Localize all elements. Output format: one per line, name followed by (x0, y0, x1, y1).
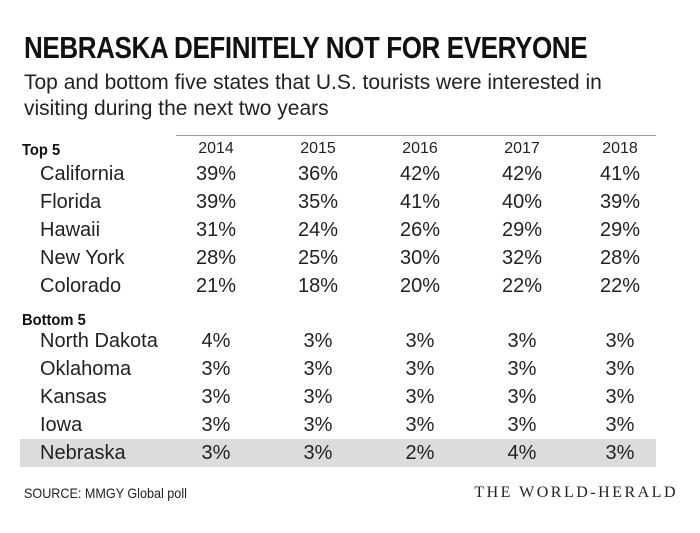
value-cell: 35% (297, 191, 339, 213)
state-name: New York (40, 247, 125, 269)
table-row: Florida 39% 35% 41% 40% 39% (20, 188, 656, 216)
year-header-2017: 2017 (504, 140, 540, 157)
value-cell: 3% (303, 386, 333, 408)
year-header-2015: 2015 (300, 140, 336, 157)
value-cell: 3% (405, 386, 435, 408)
year-header-2014: 2014 (198, 140, 234, 157)
value-cell: 29% (599, 219, 641, 241)
value-cell: 39% (195, 163, 237, 185)
value-cell: 41% (599, 163, 641, 185)
publisher-brand: THE WORLD-HERALD (474, 484, 678, 501)
value-cell: 3% (605, 386, 635, 408)
value-cell: 31% (195, 219, 237, 241)
value-cell: 3% (507, 386, 537, 408)
value-cell: 3% (605, 358, 635, 380)
value-cell: 3% (605, 442, 635, 464)
value-cell: 42% (501, 163, 543, 185)
source-note: SOURCE: MMGY Global poll (24, 485, 187, 501)
value-cell: 3% (405, 414, 435, 436)
year-header-row: 2014 2015 2016 2017 2018 (20, 138, 656, 160)
table-row: California 39% 36% 42% 42% 41% (20, 160, 656, 188)
value-cell: 3% (507, 358, 537, 380)
value-cell: 4% (507, 442, 537, 464)
value-cell: 3% (605, 414, 635, 436)
value-cell: 3% (201, 442, 231, 464)
state-name: Hawaii (40, 219, 101, 241)
value-cell: 41% (399, 191, 441, 213)
state-name: Oklahoma (40, 358, 132, 380)
value-cell: 3% (405, 330, 435, 352)
chart-title: NEBRASKA DEFINITELY NOT FOR EVERYONE (24, 30, 588, 65)
value-cell: 3% (303, 442, 333, 464)
value-cell: 3% (303, 330, 333, 352)
table-row: Hawaii 31% 24% 26% 29% 29% (20, 216, 656, 244)
value-cell: 20% (399, 275, 441, 297)
value-cell: 40% (501, 191, 543, 213)
value-cell: 42% (399, 163, 441, 185)
value-cell: 4% (201, 330, 231, 352)
year-header-2018: 2018 (602, 140, 638, 157)
value-cell: 3% (405, 358, 435, 380)
state-name: Colorado (40, 275, 122, 297)
value-cell: 3% (303, 358, 333, 380)
chart-subtitle: Top and bottom five states that U.S. tou… (24, 71, 602, 120)
value-cell: 28% (599, 247, 641, 269)
year-header-2016: 2016 (402, 140, 438, 157)
value-cell: 18% (297, 275, 339, 297)
section-label: Top 5 (22, 142, 61, 159)
value-cell: 21% (195, 275, 237, 297)
value-cell: 39% (195, 191, 237, 213)
table-row: Iowa 3% 3% 3% 3% 3% (20, 411, 656, 439)
section-label: Bottom 5 (22, 312, 86, 329)
value-cell: 24% (297, 219, 339, 241)
value-cell: 3% (605, 330, 635, 352)
value-cell: 28% (195, 247, 237, 269)
table-row: North Dakota 4% 3% 3% 3% 3% (20, 327, 656, 355)
state-name: Iowa (40, 414, 83, 436)
value-cell: 3% (303, 414, 333, 436)
value-cell: 3% (201, 414, 231, 436)
value-cell: 39% (599, 191, 641, 213)
state-name: California (40, 163, 125, 185)
value-cell: 3% (201, 358, 231, 380)
table-row: Oklahoma 3% 3% 3% 3% 3% (20, 355, 656, 383)
value-cell: 25% (297, 247, 339, 269)
state-name: Kansas (40, 386, 107, 408)
value-cell: 3% (201, 386, 231, 408)
state-name: Nebraska (40, 442, 126, 464)
table-row: New York 28% 25% 30% 32% 28% (20, 244, 656, 272)
table-row: Colorado 21% 18% 20% 22% 22% (20, 272, 656, 300)
value-cell: 3% (507, 330, 537, 352)
value-cell: 3% (507, 414, 537, 436)
value-cell: 29% (501, 219, 543, 241)
value-cell: 32% (501, 247, 543, 269)
state-name: Florida (40, 191, 102, 213)
value-cell: 30% (399, 247, 441, 269)
header-rule (176, 135, 656, 136)
value-cell: 22% (599, 275, 641, 297)
value-cell: 36% (297, 163, 339, 185)
value-cell: 22% (501, 275, 543, 297)
table-row: Kansas 3% 3% 3% 3% 3% (20, 383, 656, 411)
value-cell: 26% (399, 219, 441, 241)
highlighted-table-row: Nebraska 3% 3% 2% 4% 3% (20, 439, 656, 467)
state-name: North Dakota (40, 330, 158, 352)
value-cell: 2% (405, 442, 435, 464)
